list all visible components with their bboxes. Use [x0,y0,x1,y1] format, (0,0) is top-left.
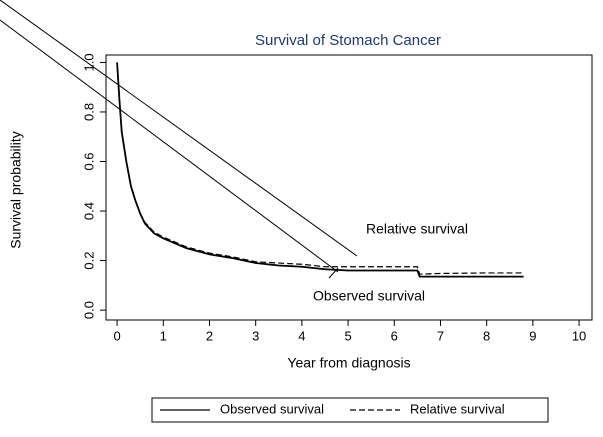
x-tick-label: 4 [298,328,305,343]
y-tick-label: 0.8 [81,103,96,121]
series-line [116,62,524,278]
annotation-pointer [0,0,358,257]
y-tick-label: 0.2 [81,252,96,270]
x-axis-label: Year from diagnosis [287,355,410,371]
annotation: Relative survival [366,221,468,237]
annotation: Observed survival [313,288,425,304]
x-tick-label: 2 [206,328,213,343]
x-tick-label: 6 [391,328,398,343]
x-tick-label: 9 [529,328,536,343]
y-axis-label: Survival probability [8,131,24,249]
chart-title: Survival of Stomach Cancer [255,32,441,49]
x-tick-label: 3 [252,328,259,343]
plot-frame [105,54,593,321]
y-tick-label: 0.4 [81,202,96,220]
series-line [116,62,524,275]
x-tick-label: 5 [344,328,351,343]
y-tick-label: 0.6 [81,152,96,170]
x-tick-label: 10 [572,328,586,343]
annotation-pointer [0,19,339,273]
legend-label: Observed survival [220,401,324,416]
x-tick-label: 1 [160,328,167,343]
y-tick-label: 1.0 [81,53,96,71]
y-tick-label: 0.0 [81,301,96,319]
legend-label: Relative survival [410,401,505,416]
x-tick-label: 8 [483,328,490,343]
x-tick-label: 7 [437,328,444,343]
x-tick-label: 0 [113,328,120,343]
legend [151,397,549,423]
